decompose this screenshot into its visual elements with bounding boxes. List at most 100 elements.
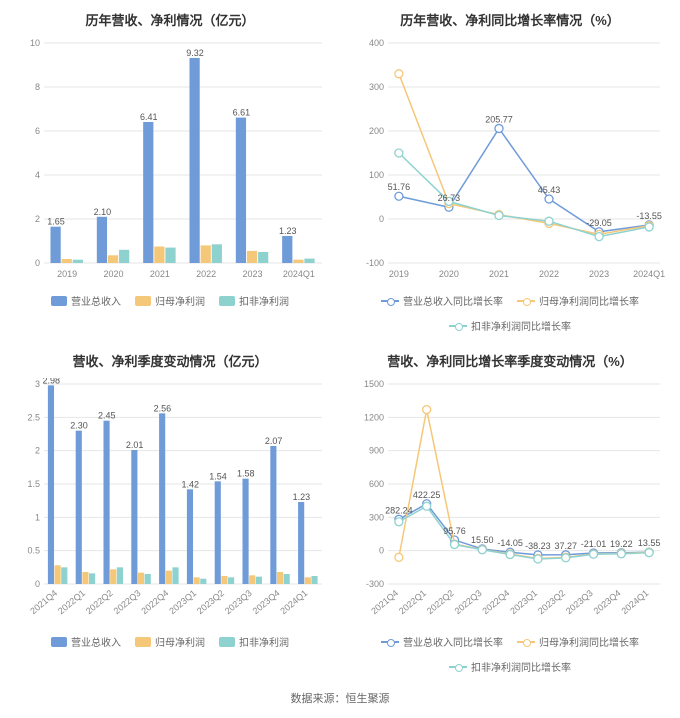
svg-text:2: 2 xyxy=(35,214,40,224)
svg-text:2.56: 2.56 xyxy=(154,403,172,413)
svg-text:1200: 1200 xyxy=(364,412,384,422)
legend-item: 归母净利润 xyxy=(135,293,205,308)
svg-text:1.42: 1.42 xyxy=(181,479,199,489)
svg-text:2022: 2022 xyxy=(196,269,216,279)
legend-annual-bar: 营业总收入 归母净利润 扣非净利润 xyxy=(8,287,332,310)
legend-quarter-growth: 营业总收入同比增长率归母净利润同比增长率扣非净利润同比增长率 xyxy=(348,628,672,676)
svg-text:2022Q3: 2022Q3 xyxy=(453,588,484,616)
svg-text:2023Q3: 2023Q3 xyxy=(223,588,254,616)
legend-label: 归母净利润 xyxy=(155,634,205,649)
svg-text:-13.55: -13.55 xyxy=(636,211,662,221)
legend-item: 归母净利润 xyxy=(135,634,205,649)
legend-label: 归母净利润 xyxy=(155,293,205,308)
chart-title: 历年营收、净利同比增长率情况（%） xyxy=(348,10,672,29)
svg-text:1.65: 1.65 xyxy=(47,217,65,227)
legend-item: 营业总收入 xyxy=(51,293,121,308)
legend-swatch-icon xyxy=(135,637,151,647)
svg-text:9.32: 9.32 xyxy=(186,48,204,58)
svg-text:200: 200 xyxy=(369,126,384,136)
svg-text:2022Q4: 2022Q4 xyxy=(480,588,511,616)
legend-line-icon xyxy=(517,637,535,647)
svg-text:2.5: 2.5 xyxy=(27,412,40,422)
legend-item: 扣非净利润 xyxy=(219,293,289,308)
chart-canvas-annual-bar: 02468101.652.106.419.326.611.23201920202… xyxy=(8,37,332,287)
data-source-footer: 数据来源：恒生聚源 xyxy=(0,682,680,718)
svg-text:37.27: 37.27 xyxy=(554,541,577,551)
svg-text:3: 3 xyxy=(35,379,40,389)
panel-quarter-bar: 营收、净利季度变动情况（亿元） 0 0.5 1 1.5 2 2.5 32.98 2.30 2.4… xyxy=(0,341,340,682)
legend-swatch-icon xyxy=(219,637,235,647)
svg-text:100: 100 xyxy=(369,170,384,180)
svg-text:2024Q1: 2024Q1 xyxy=(619,588,650,616)
svg-text:2.98: 2.98 xyxy=(42,378,60,385)
legend-swatch-icon xyxy=(51,296,67,306)
svg-text:26.73: 26.73 xyxy=(438,193,461,203)
legend-item: 归母净利润同比增长率 xyxy=(517,634,639,649)
legend-label: 营业总收入 xyxy=(71,634,121,649)
svg-text:10: 10 xyxy=(30,38,40,48)
svg-text:1500: 1500 xyxy=(364,379,384,389)
dashboard-grid: 历年营收、净利情况（亿元） 02468101.652.106.419.326.6… xyxy=(0,0,680,682)
legend-item: 营业总收入同比增长率 xyxy=(381,293,503,308)
svg-text:600: 600 xyxy=(369,479,384,489)
svg-text:2.01: 2.01 xyxy=(126,440,144,450)
svg-text:-100: -100 xyxy=(366,258,384,268)
svg-text:-14.05: -14.05 xyxy=(497,538,523,548)
svg-text:2021: 2021 xyxy=(489,269,509,279)
svg-text:2022Q2: 2022Q2 xyxy=(425,588,456,616)
svg-text:2023Q1: 2023Q1 xyxy=(167,588,198,616)
legend-label: 扣非净利润同比增长率 xyxy=(471,659,571,674)
svg-text:45.43: 45.43 xyxy=(538,185,561,195)
svg-text:2.30: 2.30 xyxy=(70,421,88,431)
svg-text:51.76: 51.76 xyxy=(388,182,411,192)
svg-text:1: 1 xyxy=(35,512,40,522)
svg-text:2021: 2021 xyxy=(150,269,170,279)
chart-title: 营收、净利季度变动情况（亿元） xyxy=(8,351,332,370)
legend-line-icon xyxy=(449,662,467,672)
svg-text:1.58: 1.58 xyxy=(237,469,255,479)
svg-text:0: 0 xyxy=(35,579,40,589)
svg-text:2.45: 2.45 xyxy=(98,411,116,421)
chart-canvas-annual-growth: -100010020030040051.7626.73205.7745.43-2… xyxy=(348,37,672,287)
legend-item: 营业总收入同比增长率 xyxy=(381,634,503,649)
svg-text:2022: 2022 xyxy=(539,269,559,279)
svg-text:2.07: 2.07 xyxy=(265,436,283,446)
svg-text:2: 2 xyxy=(35,446,40,456)
svg-text:422.25: 422.25 xyxy=(413,490,441,500)
svg-text:2022Q1: 2022Q1 xyxy=(397,588,428,616)
legend-item: 扣非净利润同比增长率 xyxy=(449,318,571,333)
legend-line-icon xyxy=(381,296,399,306)
legend-label: 归母净利润同比增长率 xyxy=(539,293,639,308)
legend-line-icon xyxy=(517,296,535,306)
svg-text:300: 300 xyxy=(369,82,384,92)
svg-text:2024Q1: 2024Q1 xyxy=(278,588,309,616)
svg-text:2019: 2019 xyxy=(57,269,77,279)
legend-label: 扣非净利润 xyxy=(239,293,289,308)
svg-text:205.77: 205.77 xyxy=(485,114,513,124)
svg-text:2024Q1: 2024Q1 xyxy=(283,269,315,279)
svg-text:8: 8 xyxy=(35,82,40,92)
chart-title: 历年营收、净利情况（亿元） xyxy=(8,10,332,29)
svg-text:1.5: 1.5 xyxy=(27,479,40,489)
svg-text:0: 0 xyxy=(379,214,384,224)
svg-text:2023: 2023 xyxy=(589,269,609,279)
svg-text:15.50: 15.50 xyxy=(471,535,494,545)
svg-text:-21.01: -21.01 xyxy=(581,539,607,549)
legend-label: 扣非净利润 xyxy=(239,634,289,649)
svg-text:0.5: 0.5 xyxy=(27,546,40,556)
svg-text:2023Q3: 2023Q3 xyxy=(564,588,595,616)
legend-swatch-icon xyxy=(135,296,151,306)
svg-text:300: 300 xyxy=(369,512,384,522)
svg-text:6.41: 6.41 xyxy=(140,112,158,122)
svg-text:6.61: 6.61 xyxy=(233,108,251,118)
svg-text:-29.05: -29.05 xyxy=(586,218,612,228)
panel-annual-growth: 历年营收、净利同比增长率情况（%） -100010020030040051.76… xyxy=(340,0,680,341)
svg-text:1.23: 1.23 xyxy=(279,226,297,236)
legend-line-icon xyxy=(381,637,399,647)
svg-text:2019: 2019 xyxy=(389,269,409,279)
legend-label: 营业总收入同比增长率 xyxy=(403,293,503,308)
legend-item: 归母净利润同比增长率 xyxy=(517,293,639,308)
svg-text:1.54: 1.54 xyxy=(209,471,227,481)
svg-text:2022Q4: 2022Q4 xyxy=(139,588,170,616)
panel-quarter-growth: 营收、净利同比增长率季度变动情况（%） -3000300600900120015… xyxy=(340,341,680,682)
